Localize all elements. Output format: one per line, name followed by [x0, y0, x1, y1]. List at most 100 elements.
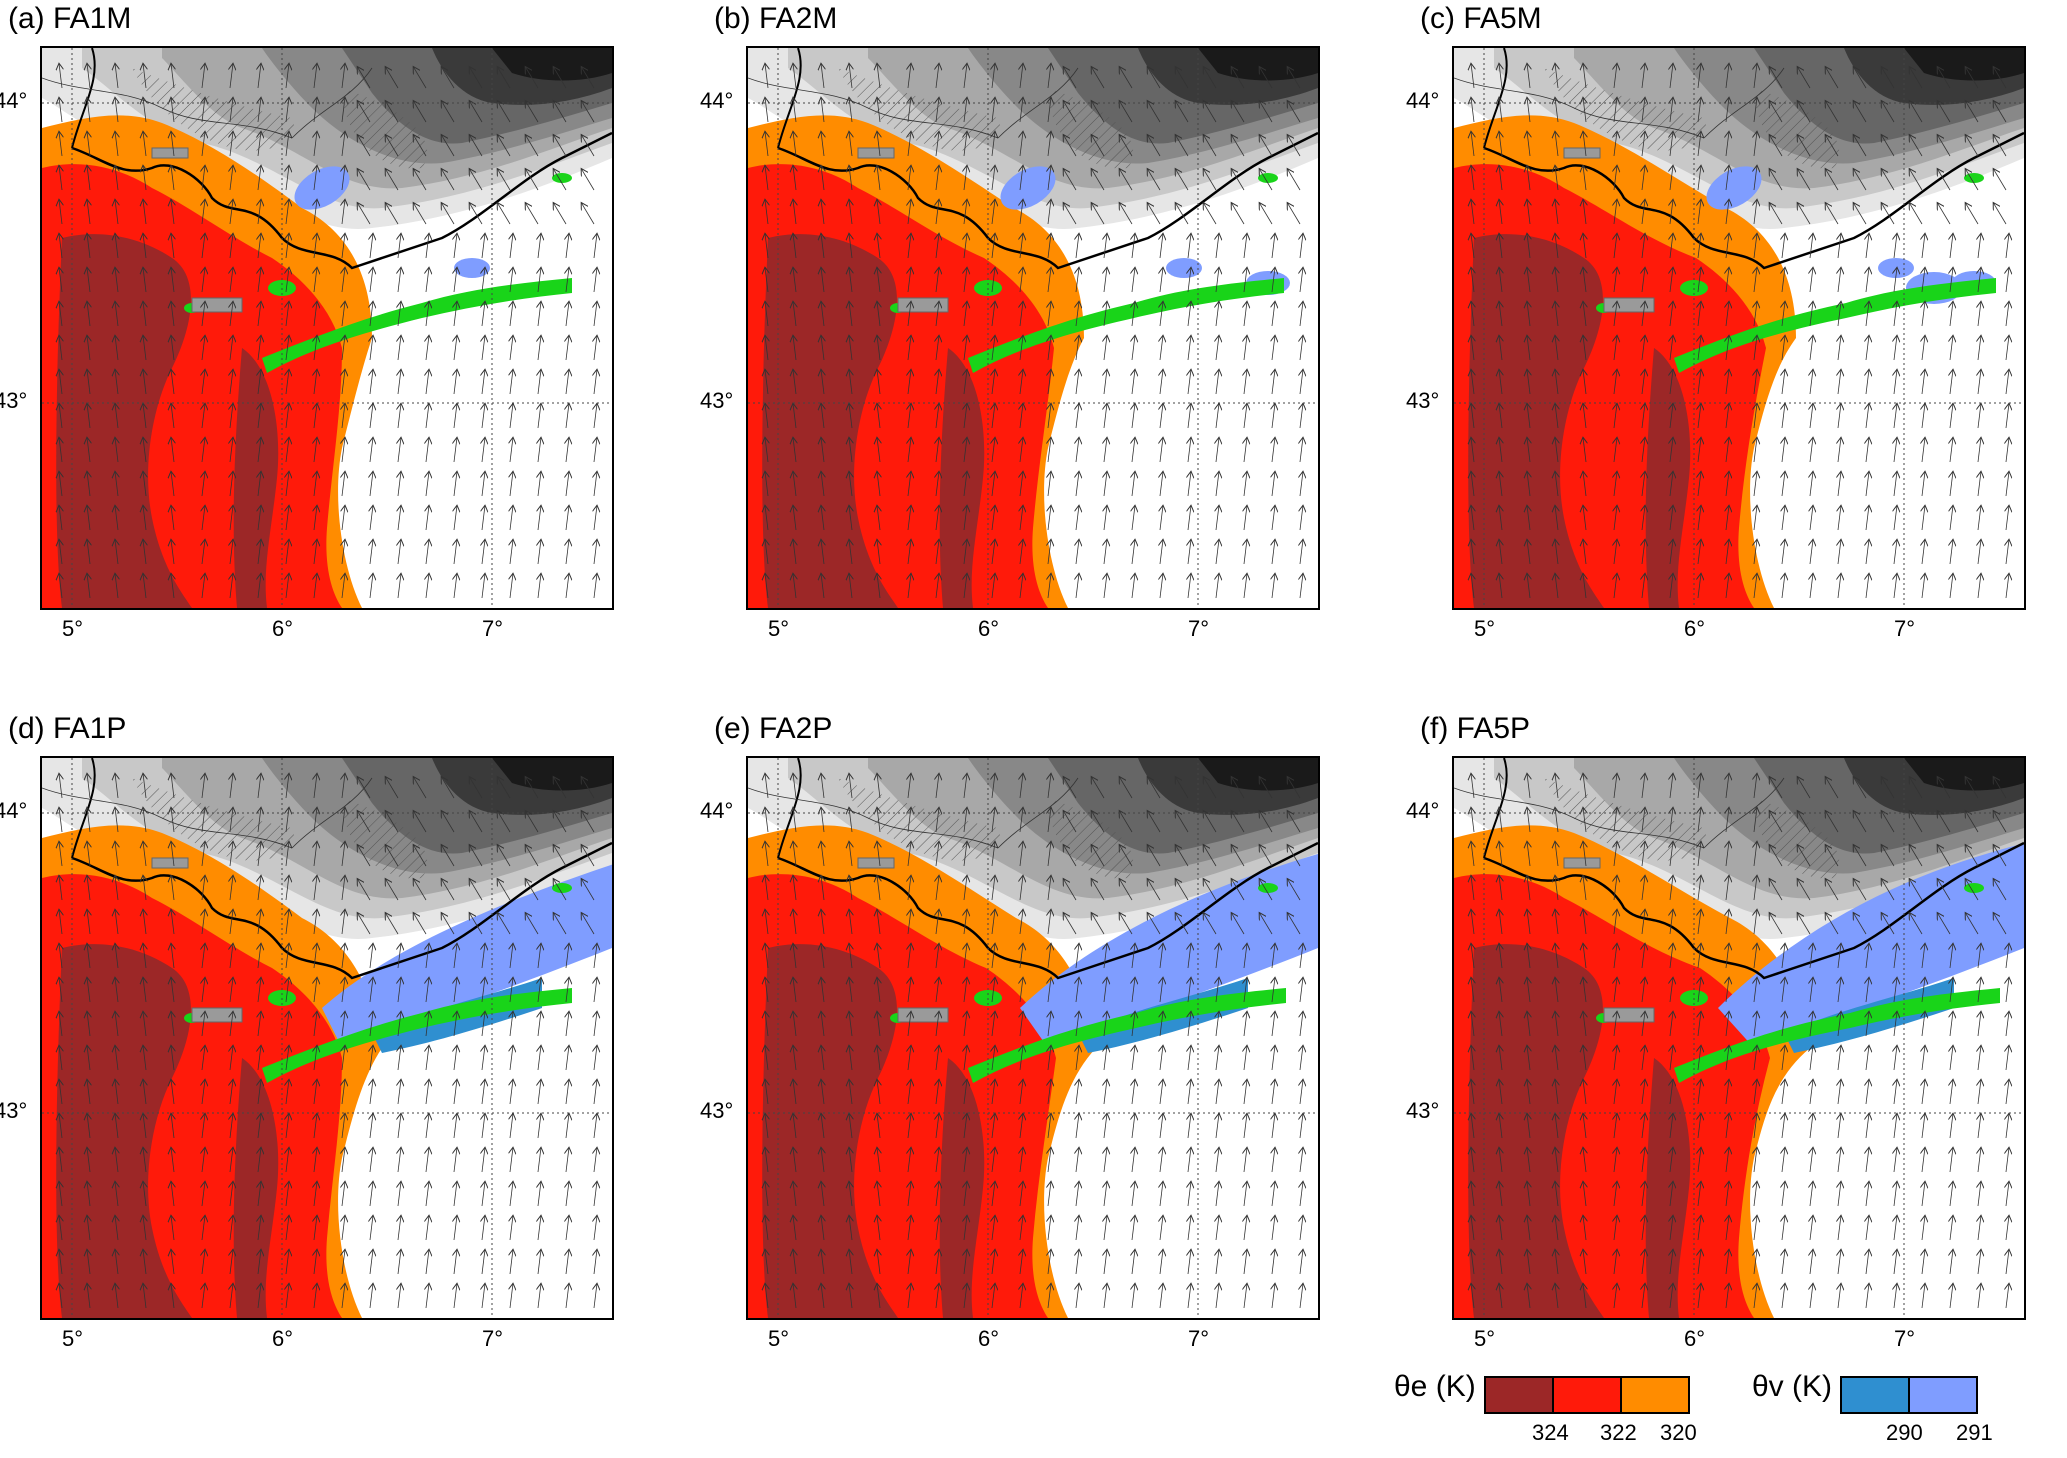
- wind-arrow: [1894, 404, 1897, 429]
- wind-arrow: [908, 506, 911, 531]
- panel-a: (a) FA1M 44° 43° 5° 6° 7°: [0, 2, 620, 650]
- wind-arrow: [1555, 64, 1558, 89]
- wind-arrow: [1838, 1148, 1841, 1173]
- wind-arrow: [482, 1114, 485, 1139]
- wind-arrow: [482, 404, 485, 429]
- wind-arrow: [1499, 234, 1502, 259]
- wind-arrow: [1838, 1250, 1841, 1275]
- wind-arrow: [1300, 1182, 1303, 1207]
- wind-arrow: [1244, 574, 1247, 599]
- wind-arrow: [470, 101, 483, 123]
- wind-arrow: [358, 101, 371, 123]
- wind-arrow: [566, 472, 569, 497]
- green-region: [968, 278, 1284, 373]
- wind-arrow: [793, 132, 796, 157]
- wind-arrow: [1188, 302, 1191, 327]
- wind-arrow: [1866, 574, 1869, 599]
- wind-arrow: [426, 1284, 429, 1309]
- wind-arrow: [1966, 203, 1979, 225]
- wind-arrow: [1583, 132, 1586, 157]
- wind-arrow: [1810, 1046, 1813, 1071]
- lat-label: 43°: [0, 1098, 28, 1123]
- wind-arrow: [566, 234, 569, 259]
- legend-swatch-291: [1908, 1376, 1978, 1414]
- wind-arrow: [414, 169, 427, 191]
- wind-arrow: [1120, 169, 1133, 191]
- wind-arrow: [1244, 540, 1247, 565]
- green-region: [1964, 173, 1984, 183]
- wind-arrow: [1882, 203, 1895, 225]
- wind-arrow: [454, 1284, 457, 1309]
- wind-arrow: [1216, 1046, 1219, 1071]
- wind-arrow: [1020, 574, 1023, 599]
- wind-arrow: [1798, 67, 1811, 89]
- wind-arrow: [1950, 1080, 1953, 1105]
- wind-arrow: [482, 1046, 485, 1071]
- lon-label: 5°: [1474, 616, 1496, 641]
- wind-arrow: [2006, 1080, 2009, 1105]
- wind-arrow: [59, 404, 62, 429]
- wind-arrow: [566, 1284, 569, 1309]
- wind-arrow: [908, 404, 911, 429]
- wind-arrow: [1754, 268, 1757, 293]
- wind-arrow: [877, 166, 880, 191]
- wind-arrow: [386, 135, 399, 157]
- wind-arrow: [1922, 1148, 1925, 1173]
- wind-arrow: [370, 574, 373, 599]
- wind-arrow: [594, 438, 597, 463]
- wind-arrow: [594, 268, 597, 293]
- wind-arrow: [115, 506, 118, 531]
- wind-arrow: [1272, 506, 1275, 531]
- wind-arrow: [386, 203, 399, 225]
- wind-arrow: [877, 438, 880, 463]
- wind-arrow: [398, 1284, 401, 1309]
- map-plot: [42, 48, 612, 608]
- wind-arrow: [1866, 404, 1869, 429]
- wind-arrow: [286, 438, 289, 463]
- wind-arrow: [1826, 169, 1839, 191]
- wind-arrow: [1244, 370, 1247, 395]
- wind-arrow: [454, 302, 457, 327]
- wind-arrow: [526, 135, 539, 157]
- wind-arrow: [1642, 200, 1645, 225]
- wind-arrow: [171, 302, 174, 327]
- wind-arrow: [1894, 1114, 1897, 1139]
- wind-arrow: [1020, 540, 1023, 565]
- wind-arrow: [1698, 234, 1701, 259]
- wind-arrow: [482, 1182, 485, 1207]
- wind-arrow: [793, 234, 796, 259]
- wind-arrow: [1838, 404, 1841, 429]
- wind-arrow: [1782, 268, 1785, 293]
- wind-arrow: [594, 1182, 597, 1207]
- wind-arrow: [1966, 169, 1979, 191]
- wind-arrow: [1978, 506, 1981, 531]
- wind-arrow: [1148, 203, 1161, 225]
- wind-arrow: [1076, 1182, 1079, 1207]
- wind-arrow: [936, 64, 939, 89]
- wind-arrow: [426, 438, 429, 463]
- border-line: [42, 77, 293, 139]
- wind-arrow: [59, 370, 62, 395]
- wind-arrow: [342, 574, 345, 599]
- wind-arrow: [286, 166, 289, 191]
- wind-arrow: [1950, 1046, 1953, 1071]
- wind-arrow: [936, 336, 939, 361]
- wind-arrow: [482, 574, 485, 599]
- wind-arrow: [1020, 64, 1023, 89]
- wind-arrow: [793, 336, 796, 361]
- wind-arrow: [1838, 472, 1841, 497]
- wind-arrow: [342, 404, 345, 429]
- wind-arrow: [1188, 1114, 1191, 1139]
- wind-arrow: [1810, 540, 1813, 565]
- wind-arrow: [538, 404, 541, 429]
- wind-arrow: [1698, 98, 1701, 123]
- wind-arrow: [1910, 169, 1923, 191]
- wind-arrow: [1527, 234, 1530, 259]
- wind-arrow: [1300, 540, 1303, 565]
- wind-arrow: [1978, 1012, 1981, 1037]
- wind-arrow: [877, 506, 880, 531]
- wind-arrow: [1754, 64, 1757, 89]
- wind-arrow: [1160, 574, 1163, 599]
- wind-arrow: [992, 506, 995, 531]
- wind-arrow: [143, 234, 146, 259]
